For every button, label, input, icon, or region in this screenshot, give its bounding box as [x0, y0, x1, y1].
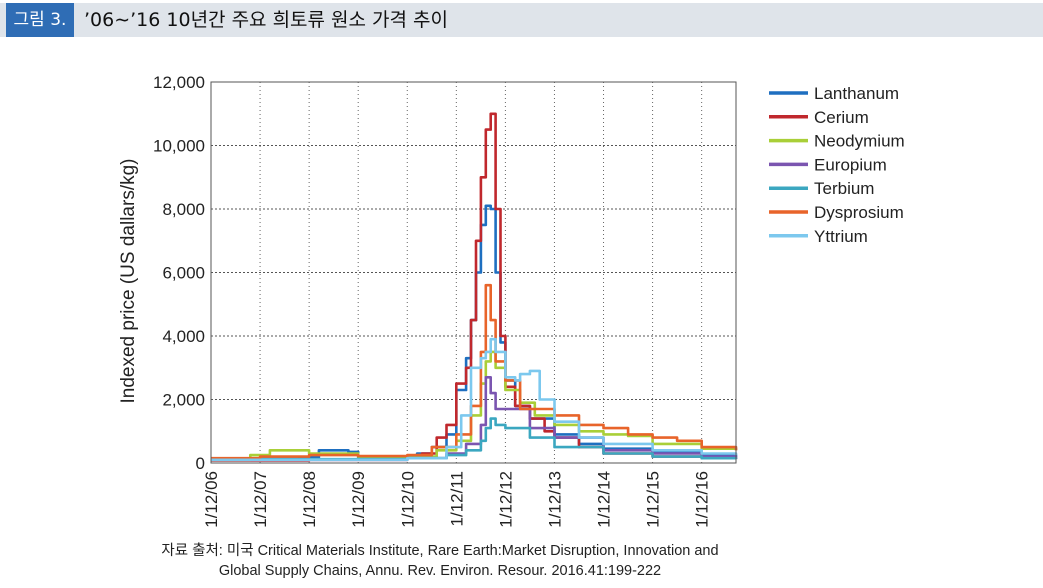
source-line-1: 자료 출처: 미국 Critical Materials Institute, … — [161, 543, 719, 559]
y-tick-label: 6,000 — [162, 264, 205, 283]
source-note: 자료 출처: 미국 Critical Materials Institute, … — [90, 541, 790, 581]
x-tick-labels: 1/12/06 1/12/07 1/12/08 1/12/09 1/12/10 1/12/… — [202, 471, 712, 528]
x-tick-label: 1/12/11 — [447, 471, 466, 526]
x-tick-label: 1/12/08 — [300, 471, 319, 528]
x-tick-label: 1/12/07 — [251, 471, 270, 528]
legend-label-europium: Europium — [814, 155, 887, 174]
x-tick-label: 1/12/12 — [496, 471, 515, 528]
series-line-europium — [211, 376, 738, 462]
legend: Lanthanum Cerium Neodymium Europium Terbium D… — [769, 84, 905, 246]
series-line-cerium — [211, 112, 738, 462]
x-tick-label: 1/12/10 — [398, 471, 417, 528]
y-tick-label: 12,000 — [153, 73, 205, 92]
legend-label-neodymium: Neodymium — [814, 132, 905, 151]
series-line-yttrium — [211, 337, 738, 462]
title-bar — [0, 3, 1043, 37]
x-tick-label: 1/12/15 — [644, 471, 663, 528]
series-lines — [211, 112, 738, 462]
x-tick-label: 1/12/13 — [545, 471, 564, 528]
source-line-2: Global Supply Chains, Annu. Rev. Environ… — [218, 563, 662, 579]
y-tick-label: 0 — [196, 454, 205, 473]
legend-label-lanthanum: Lanthanum — [814, 84, 899, 103]
plot-frame — [210, 81, 737, 464]
x-tick-label: 1/12/09 — [349, 471, 368, 528]
price-chart: 0 2,000 4,000 6,000 8,000 10,000 12,000 1/12/0… — [118, 73, 905, 528]
figure-label: 그림 3. — [6, 3, 74, 37]
legend-label-cerium: Cerium — [814, 108, 869, 127]
x-tick-label: 1/12/14 — [595, 471, 614, 528]
legend-label-yttrium: Yttrium — [814, 227, 868, 246]
legend-label-terbium: Terbium — [814, 179, 874, 198]
y-axis-label: Indexed price (US dallars/kg) — [118, 159, 139, 404]
y-tick-label: 8,000 — [162, 200, 205, 219]
y-tick-label: 2,000 — [162, 391, 205, 410]
y-tick-label: 10,000 — [153, 137, 205, 156]
series-line-dysprosium — [211, 283, 738, 460]
y-tick-label: 4,000 — [162, 327, 205, 346]
axes — [210, 81, 737, 464]
figure-title: ’06∼’16 10년간 주요 희토류 원소 가격 추이 — [84, 9, 449, 31]
legend-label-dysprosium: Dysprosium — [814, 203, 904, 222]
series-line-lanthanum — [211, 204, 738, 462]
x-tick-label: 1/12/06 — [202, 471, 221, 528]
y-tick-labels: 0 2,000 4,000 6,000 8,000 10,000 12,000 — [153, 73, 205, 473]
x-tick-label: 1/12/16 — [693, 471, 712, 528]
